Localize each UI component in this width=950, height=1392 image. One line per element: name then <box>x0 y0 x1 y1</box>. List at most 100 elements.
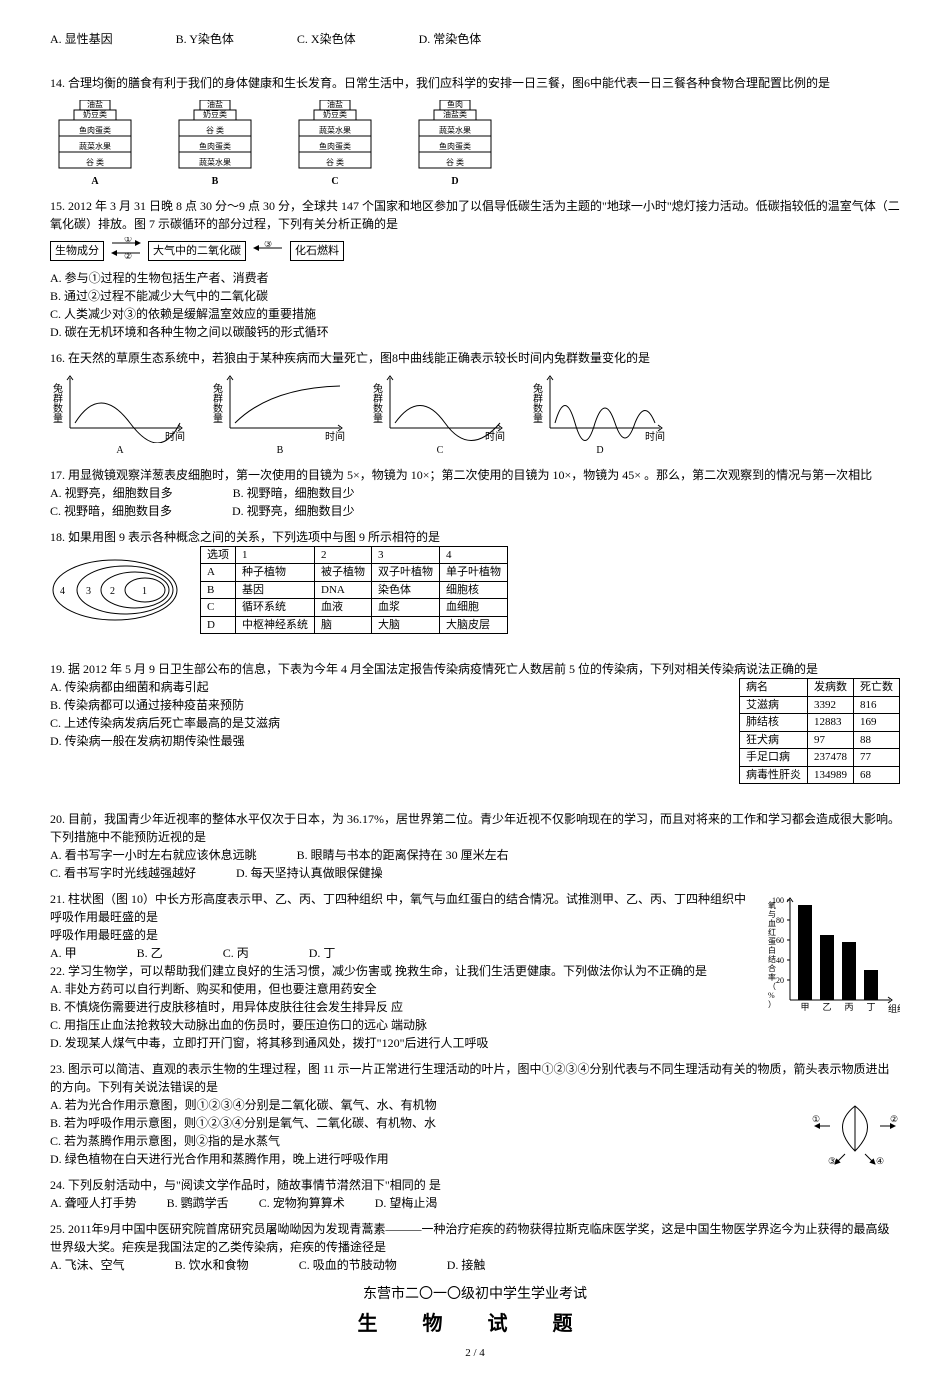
svg-text:组织: 组织 <box>888 1003 900 1014</box>
svg-text:与: 与 <box>768 910 776 919</box>
q21-b: B. 乙 <box>137 944 163 962</box>
svg-text:3: 3 <box>86 586 91 597</box>
svg-text:鱼肉蛋类: 鱼肉蛋类 <box>199 141 231 151</box>
q23-a: A. 若为光合作用示意图，则①②③④分别是二氧化碳、氧气、水、有机物 <box>50 1096 900 1114</box>
svg-text:兔群数量: 兔群数量 <box>531 381 543 422</box>
svg-text:鱼肉蛋类: 鱼肉蛋类 <box>439 141 471 151</box>
svg-text:4: 4 <box>60 586 65 597</box>
svg-text:奶豆类: 奶豆类 <box>83 109 107 119</box>
q25-d: D. 接触 <box>447 1256 486 1274</box>
svg-text:时间: 时间 <box>165 430 185 443</box>
svg-text:白: 白 <box>768 945 776 955</box>
q17-d: D. 视野亮，细胞数目少 <box>232 502 355 520</box>
q-top-options: A. 显性基因 B. Y染色体 C. X染色体 D. 常染色体 <box>50 30 900 48</box>
label-2: ② <box>124 251 132 259</box>
q14-pyramids: 油盐奶豆类鱼肉蛋类蔬菜水果谷 类A油盐奶豆类谷 类鱼肉蛋类蔬菜水果B油盐奶豆类蔬… <box>50 100 900 189</box>
footer-line2: 生 物 试 题 <box>50 1309 900 1339</box>
q20: 20. 目前，我国青少年近视率的整体水平仅次于日本，为 36.17%，居世界第二… <box>50 810 900 882</box>
q19-b: B. 传染病都可以通过接种疫苗来预防 <box>50 696 719 714</box>
box-co2: 大气中的二氧化碳 <box>148 241 246 262</box>
q18-text: 18. 如果用图 9 表示各种概念之间的关系，下列选项中与图 9 所示相符的是 <box>50 528 900 546</box>
page-number: 2 / 4 <box>50 1345 900 1362</box>
q17: 17. 用显微镜观察洋葱表皮细胞时，第一次使用的目镜为 5×，物镜为 10×；第… <box>50 466 900 520</box>
svg-text:④: ④ <box>876 1156 884 1166</box>
box-bio: 生物成分 <box>50 241 104 262</box>
opt-d: D. 常染色体 <box>419 32 482 46</box>
q15: 15. 2012 年 3 月 31 日晚 8 点 30 分～9 点 30 分，全… <box>50 197 900 341</box>
svg-text:油盐: 油盐 <box>327 100 343 109</box>
q24-text-left: 24. 下列反射活动中，与"阅读文学作品时，随故事情节潸然泪下"相同的 <box>50 1178 426 1192</box>
svg-text:乙: 乙 <box>822 1002 831 1012</box>
q22-d: D. 发现某人煤气中毒，立即打开门窗，将其移到通风处，拨打"120"后进行人工呼… <box>50 1034 900 1052</box>
q19: 19. 据 2012 年 5 月 9 日卫生部公布的信息，下表为今年 4 月全国… <box>50 660 900 784</box>
svg-text:③: ③ <box>828 1156 836 1166</box>
svg-text:%: % <box>768 991 775 1000</box>
q19-c: C. 上述传染病发病后死亡率最高的是艾滋病 <box>50 714 719 732</box>
q20-b: B. 眼睛与书本的距离保持在 30 厘米左右 <box>297 846 509 864</box>
svg-text:红: 红 <box>768 927 776 937</box>
svg-text:③: ③ <box>264 241 272 249</box>
svg-text:蔬菜水果: 蔬菜水果 <box>79 141 111 151</box>
q21-c: C. 丙 <box>223 944 249 962</box>
svg-text:谷 类: 谷 类 <box>326 157 344 167</box>
q23-c: C. 若为蒸腾作用示意图，则②指的是水蒸气 <box>50 1132 900 1150</box>
q19-text: 19. 据 2012 年 5 月 9 日卫生部公布的信息，下表为今年 4 月全国… <box>50 660 900 678</box>
q18: 18. 如果用图 9 表示各种概念之间的关系，下列选项中与图 9 所示相符的是 … <box>50 528 900 635</box>
q17-a: A. 视野亮，细胞数目多 <box>50 484 173 502</box>
arrow-icon: ③ <box>250 241 286 261</box>
q23: 23. 图示可以简洁、直观的表示生物的生理过程，图 11 示一片正常进行生理活动… <box>50 1060 900 1168</box>
q24-text-right: 是 <box>429 1178 441 1192</box>
q20-text: 20. 目前，我国青少年近视率的整体水平仅次于日本，为 36.17%，居世界第二… <box>50 810 900 846</box>
q21-d: D. 丁 <box>309 944 336 962</box>
svg-text:①: ① <box>812 1114 820 1124</box>
svg-text:谷 类: 谷 类 <box>86 157 104 167</box>
q25-c: C. 吸血的节肢动物 <box>299 1256 397 1274</box>
svg-text:油盐类: 油盐类 <box>443 109 467 119</box>
q19-a: A. 传染病都由细菌和病毒引起 <box>50 678 719 696</box>
label-1: ① <box>124 237 132 244</box>
svg-text:谷 类: 谷 类 <box>206 125 224 135</box>
q15-c: C. 人类减少对③的依赖是缓解温室效应的重要措施 <box>50 305 900 323</box>
q17-c: C. 视野暗，细胞数目多 <box>50 502 172 520</box>
svg-text:氧: 氧 <box>768 900 776 910</box>
svg-text:蔬菜水果: 蔬菜水果 <box>199 157 231 167</box>
opt-b: B. Y染色体 <box>176 32 234 46</box>
q16: 16. 在天然的草原生态系统中，若狼由于某种疾病而大量死亡，图8中曲线能正确表示… <box>50 349 900 458</box>
q24-b: B. 鹦鹉学舌 <box>167 1194 229 1212</box>
q15-b: B. 通过②过程不能减少大气中的二氧化碳 <box>50 287 900 305</box>
svg-text:2: 2 <box>110 586 115 597</box>
q25-b: B. 饮水和食物 <box>175 1256 249 1274</box>
svg-text:时间: 时间 <box>645 430 665 443</box>
svg-text:甲: 甲 <box>800 1002 809 1012</box>
q19-d: D. 传染病一般在发病初期传染性最强 <box>50 732 719 750</box>
svg-text:时间: 时间 <box>485 430 505 443</box>
q24-a: A. 聋哑人打手势 <box>50 1194 137 1212</box>
q21-22: 20406080100甲乙丙丁组织氧与血红蛋白结合率（%） 21. 柱状图（图 … <box>50 890 900 1052</box>
q22-text-right: 挽救生命，让我们生活更健康。下列做法你认为不正确的是 <box>395 964 707 978</box>
svg-text:40: 40 <box>776 956 784 965</box>
svg-text:鱼肉: 鱼肉 <box>447 100 463 109</box>
svg-text:80: 80 <box>776 916 784 925</box>
svg-text:兔群数量: 兔群数量 <box>51 381 63 422</box>
svg-text:油盐: 油盐 <box>87 100 103 109</box>
q22-b-right: 应 <box>391 1000 403 1014</box>
svg-text:油盐: 油盐 <box>207 100 223 109</box>
q15-a: A. 参与①过程的生物包括生产者、消费者 <box>50 269 900 287</box>
svg-text:1: 1 <box>142 586 147 597</box>
svg-text:时间: 时间 <box>325 430 345 443</box>
svg-text:蛋: 蛋 <box>768 937 776 946</box>
q23-b: B. 若为呼吸作用示意图，则①②③④分别是氧气、二氧化碳、有机物、水 <box>50 1114 900 1132</box>
q16-text: 16. 在天然的草原生态系统中，若狼由于某种疾病而大量死亡，图8中曲线能正确表示… <box>50 349 900 367</box>
q25-text: 25. 2011年9月中国中医研究院首席研究员屠呦呦因为发现青蒿素———一种治疗… <box>50 1220 900 1256</box>
q14: 14. 合理均衡的膳食有利于我们的身体健康和生长发育。日常生活中，我们应科学的安… <box>50 74 900 189</box>
q15-diagram: 生物成分 ① ② 大气中的二氧化碳 ③ 化石燃料 <box>50 237 900 265</box>
footer-line1: 东营市二〇一〇级初中学生学业考试 <box>50 1284 900 1305</box>
svg-text:鱼肉蛋类: 鱼肉蛋类 <box>79 125 111 135</box>
svg-text:丁: 丁 <box>866 1002 875 1012</box>
q22-text-left: 22. 学习生物学，可以帮助我们建立良好的生活习惯，减少伤害或 <box>50 964 392 978</box>
q22-c-right: 端动脉 <box>391 1018 427 1032</box>
q24: 24. 下列反射活动中，与"阅读文学作品时，随故事情节潸然泪下"相同的 是 A.… <box>50 1176 900 1212</box>
q14-text: 14. 合理均衡的膳食有利于我们的身体健康和生长发育。日常生活中，我们应科学的安… <box>50 74 900 92</box>
svg-text:（: （ <box>768 982 776 991</box>
svg-text:丙: 丙 <box>844 1002 853 1012</box>
